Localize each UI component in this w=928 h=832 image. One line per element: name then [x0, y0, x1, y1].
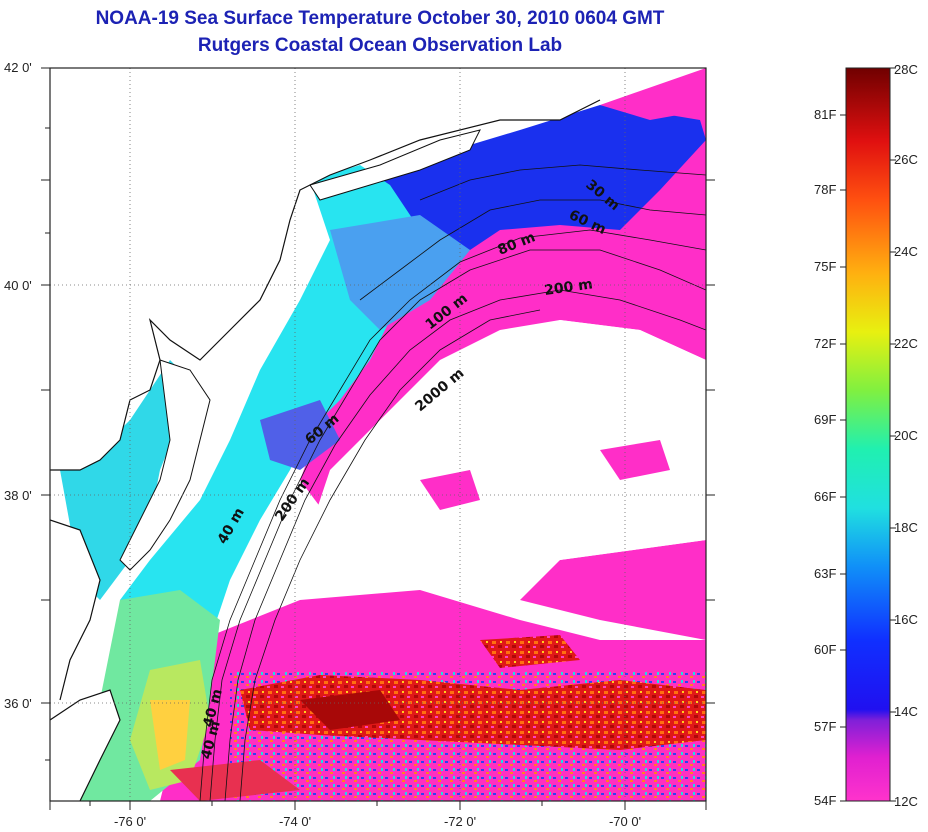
- lon-tick-label: -70 0': [609, 814, 641, 829]
- colorbar-c-label: 26C: [894, 152, 918, 167]
- lat-tick-label: 38 0': [4, 488, 32, 503]
- colorbar-f-label: 81F: [814, 107, 836, 122]
- colorbar-c-label: 22C: [894, 336, 918, 351]
- colorbar-f-label: 54F: [814, 793, 836, 808]
- map-frame: [49, 67, 707, 802]
- colorbar-c-label: 28C: [894, 62, 918, 77]
- lat-tick-label: 42 0': [4, 60, 32, 75]
- colorbar-f-label: 63F: [814, 566, 836, 581]
- map-subtitle: Rutgers Coastal Ocean Observation Lab: [197, 35, 563, 56]
- colorbar-gradient: [845, 67, 891, 802]
- colorbar: 81F 78F 75F 72F 69F 66F 63F 60F 57F 54F …: [814, 62, 918, 809]
- lon-labels: -76 0' -74 0' -72 0' -70 0': [114, 814, 641, 829]
- lon-tick-label: -76 0': [114, 814, 146, 829]
- lon-tick-label: -74 0': [279, 814, 311, 829]
- map-title: NOAA-19 Sea Surface Temperature October …: [95, 8, 665, 29]
- colorbar-c-label: 20C: [894, 428, 918, 443]
- sst-field: [50, 68, 706, 801]
- lat-tick-label: 40 0': [4, 278, 32, 293]
- colorbar-f-label: 60F: [814, 642, 836, 657]
- colorbar-c-label: 14C: [894, 704, 918, 719]
- colorbar-c-label: 24C: [894, 244, 918, 259]
- map-grid: [50, 68, 706, 801]
- colorbar-f-label: 57F: [814, 719, 836, 734]
- colorbar-c-label: 16C: [894, 612, 918, 627]
- colorbar-f-label: 78F: [814, 182, 836, 197]
- colorbar-c-label: 12C: [894, 794, 918, 809]
- colorbar-f-label: 75F: [814, 259, 836, 274]
- lat-labels: 42 0' 40 0' 38 0' 36 0': [4, 60, 32, 711]
- colorbar-c-label: 18C: [894, 520, 918, 535]
- colorbar-f-label: 66F: [814, 489, 836, 504]
- colorbar-f-label: 72F: [814, 336, 836, 351]
- contour-label: 200 m: [543, 276, 593, 299]
- lat-tick-label: 36 0': [4, 696, 32, 711]
- lon-tick-label: -72 0': [444, 814, 476, 829]
- colorbar-f-label: 69F: [814, 412, 836, 427]
- axis-ticks: [41, 67, 715, 810]
